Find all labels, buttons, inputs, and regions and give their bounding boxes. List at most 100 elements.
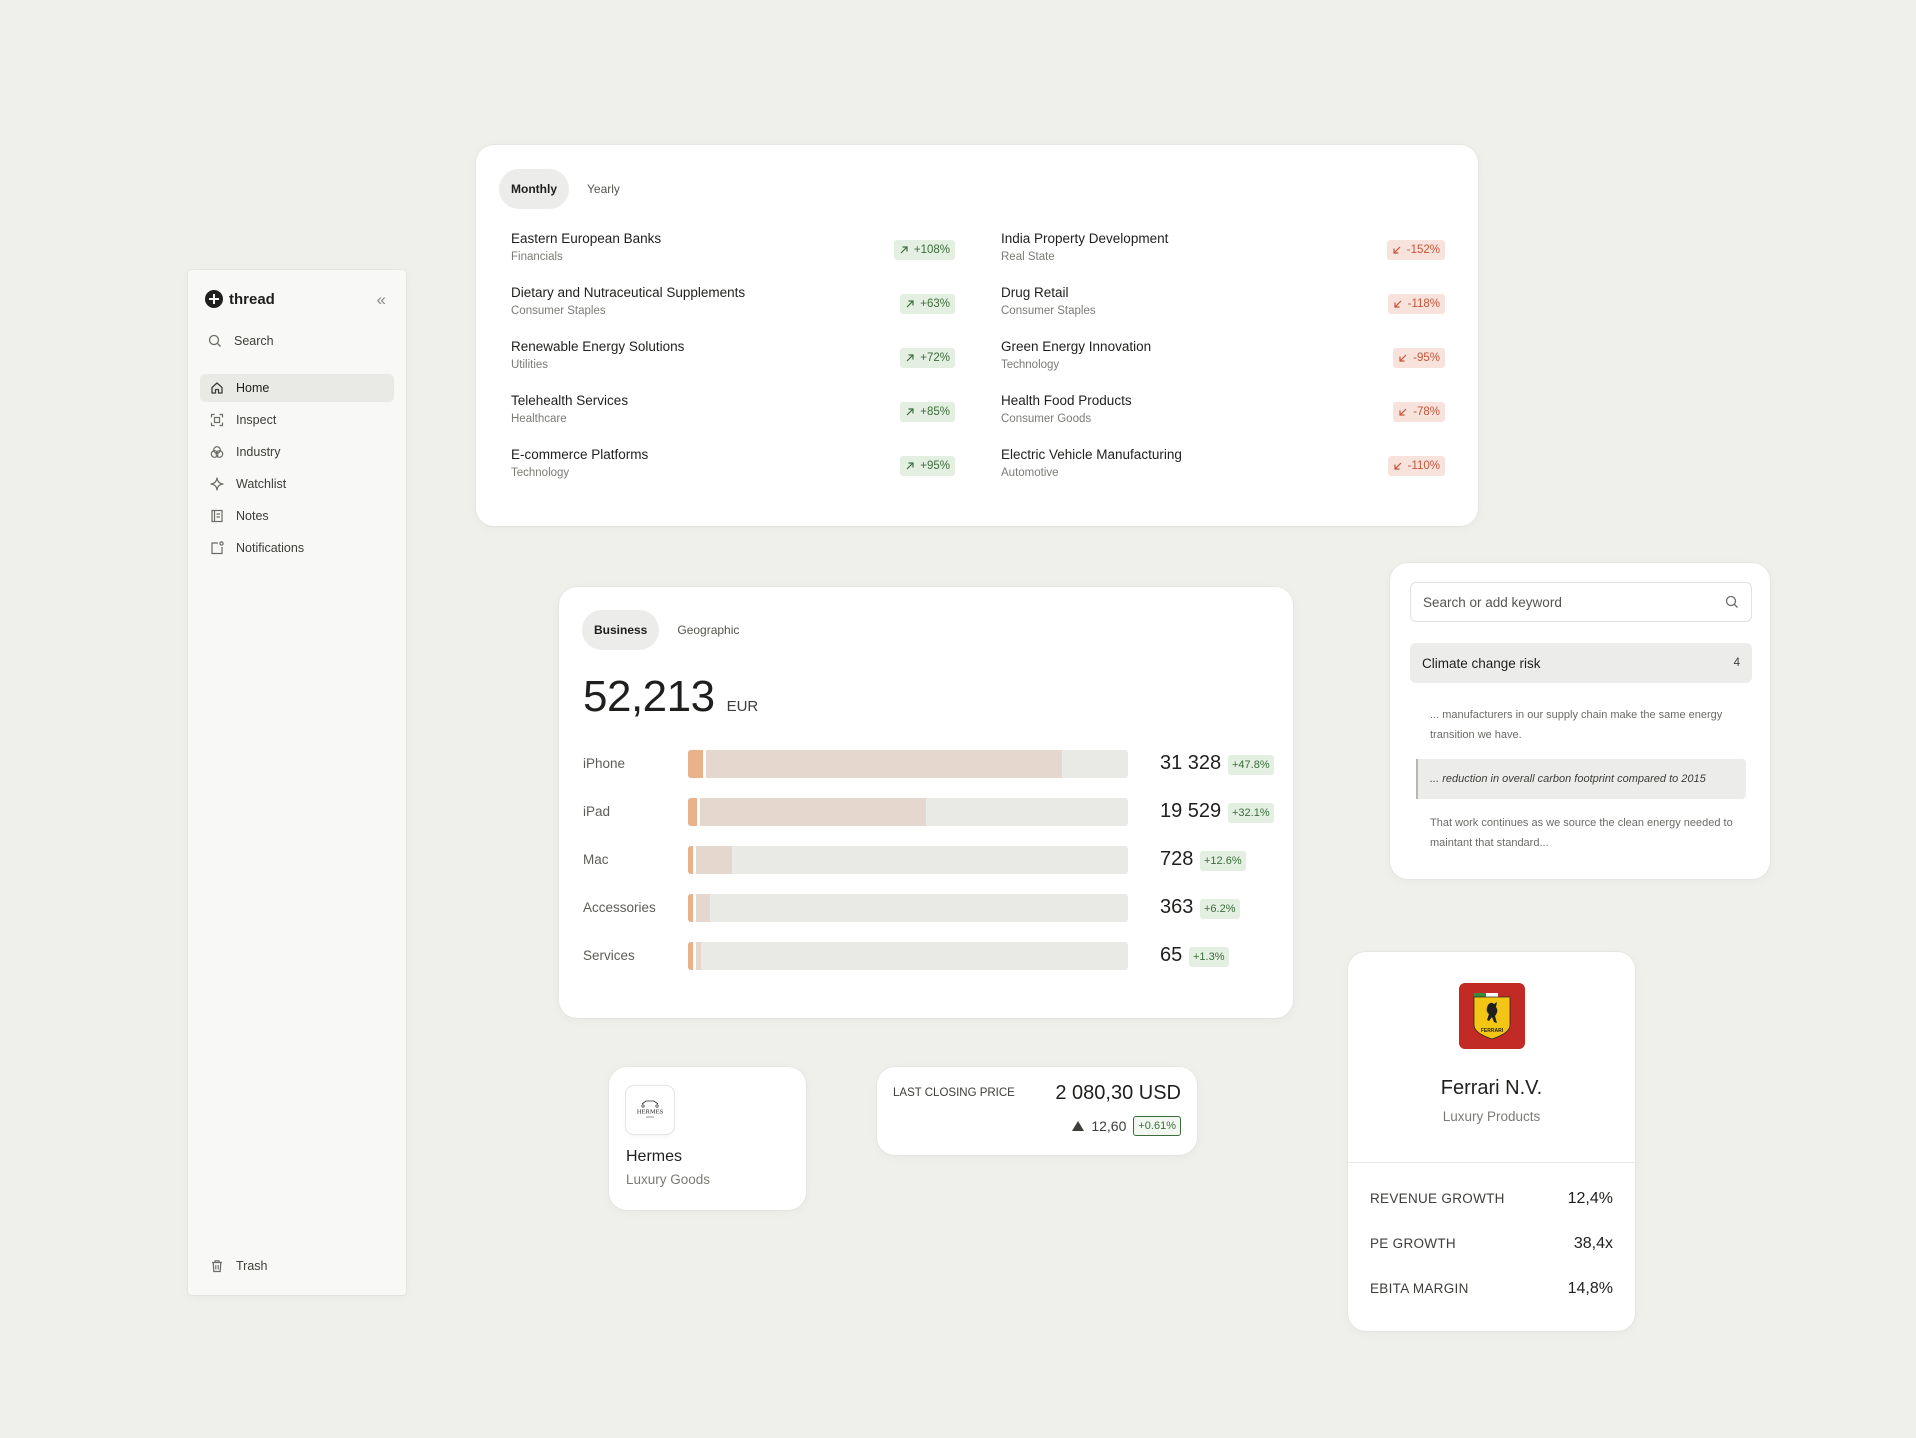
gainers-list: Eastern European Banks Financials +108% Die… xyxy=(511,231,955,501)
sidebar-item-inspect[interactable]: Inspect xyxy=(200,406,394,434)
closing-price-card: LAST CLOSING PRICE 2 080,30 USD 12,60 +0… xyxy=(877,1067,1197,1155)
revenue-bar-track xyxy=(688,750,1128,778)
trend-row[interactable]: Renewable Energy Solutions Utilities +72% xyxy=(511,339,955,393)
arrow-up-right-icon xyxy=(899,245,909,255)
trend-category: Technology xyxy=(511,467,570,479)
revenue-row[interactable]: Accessories 363 +6.2% xyxy=(583,894,1273,942)
sidebar-item-notes[interactable]: Notes xyxy=(200,502,394,530)
closing-price-change-percent: +0.61% xyxy=(1133,1116,1181,1136)
tab-geographic[interactable]: Geographic xyxy=(677,623,740,637)
trash-icon xyxy=(210,1259,224,1273)
trend-row[interactable]: India Property Development Real State -152… xyxy=(1001,231,1445,285)
trend-change-value: +85% xyxy=(920,406,950,418)
trend-name: Drug Retail xyxy=(1001,285,1069,300)
trend-row[interactable]: Drug Retail Consumer Staples -118% xyxy=(1001,285,1445,339)
revenue-row[interactable]: iPhone 31 328 +47.8% xyxy=(583,750,1274,798)
revenue-total-unit: EUR xyxy=(726,698,759,715)
sidebar-item-home[interactable]: Home xyxy=(200,374,394,402)
metric-pe-growth: PE GROWTH 38,4x xyxy=(1370,1235,1613,1280)
revenue-row-label: iPhone xyxy=(583,756,626,771)
revenue-row-value: 31 328 xyxy=(1160,752,1222,774)
tab-monthly[interactable]: Monthly xyxy=(499,169,569,209)
company-card-hermes[interactable]: HERMES Hermes Luxury Goods xyxy=(609,1067,806,1210)
search-icon xyxy=(208,334,222,348)
sidebar-search[interactable]: Search xyxy=(208,334,274,348)
revenue-row-label: Accessories xyxy=(583,900,656,915)
revenue-bar-growth xyxy=(688,894,696,922)
trend-row[interactable]: Green Energy Innovation Technology -95% xyxy=(1001,339,1445,393)
trend-row[interactable]: E-commerce Platforms Technology +95% xyxy=(511,447,955,501)
revenue-row[interactable]: iPad 19 529 +32.1% xyxy=(583,798,1274,846)
trend-change-value: +63% xyxy=(920,298,950,310)
trend-change-badge: +63% xyxy=(900,294,955,314)
sidebar-item-industry[interactable]: Industry xyxy=(200,438,394,466)
arrow-up-right-icon xyxy=(905,407,915,417)
sidebar-item-trash[interactable]: Trash xyxy=(210,1259,268,1273)
revenue-row-label: iPad xyxy=(583,804,611,819)
trend-change-badge: -110% xyxy=(1387,456,1445,476)
sidebar-item-label: Notifications xyxy=(236,541,305,555)
revenue-row-label: Services xyxy=(583,948,635,963)
trend-change-badge: -118% xyxy=(1387,294,1445,314)
keyword-snippet-highlighted[interactable]: ... reduction in overall carbon footprin… xyxy=(1416,759,1746,799)
trend-change-badge: +108% xyxy=(893,240,955,260)
trend-change-badge: +95% xyxy=(900,456,955,476)
tab-business[interactable]: Business xyxy=(582,610,660,650)
revenue-row-label: Mac xyxy=(583,852,609,867)
sidebar-item-label: Industry xyxy=(236,445,281,459)
brand[interactable]: thread xyxy=(205,290,275,308)
arrow-down-left-icon xyxy=(1392,245,1402,255)
revenue-row-value: 19 529 xyxy=(1160,800,1222,822)
sparkle-icon xyxy=(210,477,224,491)
revenue-row[interactable]: Mac 728 +12.6% xyxy=(583,846,1273,894)
trend-row[interactable]: Dietary and Nutraceutical Supplements Con… xyxy=(511,285,955,339)
search-icon[interactable] xyxy=(1725,595,1739,612)
keyword-snippet[interactable]: ... manufacturers in our supply chain ma… xyxy=(1430,709,1723,741)
keyword-topic-label: Climate change risk xyxy=(1422,655,1541,671)
sidebar-item-watchlist[interactable]: Watchlist xyxy=(200,470,394,498)
revenue-bar-growth xyxy=(688,750,706,778)
thread-logo-icon xyxy=(205,290,223,308)
keyword-topic-item[interactable]: Climate change risk 4 xyxy=(1410,643,1752,683)
trend-row[interactable]: Telehealth Services Healthcare +85% xyxy=(511,393,955,447)
tab-yearly[interactable]: Yearly xyxy=(587,182,620,196)
trend-row[interactable]: Electric Vehicle Manufacturing Automotive… xyxy=(1001,447,1445,501)
revenue-bar-growth xyxy=(688,846,696,874)
notifications-icon xyxy=(210,541,224,555)
collapse-sidebar-icon[interactable]: « xyxy=(376,290,386,309)
prancing-horse-icon: FERRARI xyxy=(1473,993,1511,1040)
metric-value: 14,8% xyxy=(1567,1280,1613,1297)
trend-row[interactable]: Health Food Products Consumer Goods -78% xyxy=(1001,393,1445,447)
ferrari-logo: FERRARI xyxy=(1459,983,1525,1049)
trend-row[interactable]: Eastern European Banks Financials +108% xyxy=(511,231,955,285)
keyword-snippet[interactable]: That work continues as we source the cle… xyxy=(1430,817,1733,849)
revenue-row[interactable]: Services 65 +1.3% xyxy=(583,942,1273,990)
trend-change-badge: -95% xyxy=(1393,348,1445,368)
keyword-topic-count: 4 xyxy=(1733,657,1740,669)
metric-revenue-growth: REVENUE GROWTH 12,4% xyxy=(1370,1190,1613,1235)
keyword-search-box[interactable] xyxy=(1410,582,1752,622)
company-category: Luxury Products xyxy=(1442,1109,1541,1124)
keyword-search-card: Climate change risk 4 ... manufacturers … xyxy=(1390,563,1770,879)
company-metrics: REVENUE GROWTH 12,4% PE GROWTH 38,4x EBI… xyxy=(1370,1190,1613,1325)
trend-change-badge: -152% xyxy=(1386,240,1445,260)
hermes-logo: HERMES xyxy=(626,1086,674,1134)
trend-name: E-commerce Platforms xyxy=(511,447,649,462)
revenue-bar-share xyxy=(688,798,926,826)
revenue-bar-track xyxy=(688,846,1128,874)
divider xyxy=(1348,1162,1635,1163)
company-card-ferrari[interactable]: FERRARI Ferrari N.V. Luxury Products REV… xyxy=(1348,952,1635,1331)
arrow-down-left-icon xyxy=(1393,461,1403,471)
revenue-bar-track xyxy=(688,894,1128,922)
period-tabs: Monthly Yearly xyxy=(499,169,632,209)
keyword-search-input[interactable] xyxy=(1423,594,1713,610)
sidebar: thread « Search Home Inspect Industry Wa… xyxy=(188,270,406,1295)
trend-change-value: +72% xyxy=(920,352,950,364)
sidebar-item-label: Watchlist xyxy=(236,477,287,491)
revenue-bar-track xyxy=(688,798,1128,826)
sidebar-nav: Home Inspect Industry Watchlist Notes No… xyxy=(200,374,394,566)
revenue-total-value: 52,213 xyxy=(583,672,715,721)
closing-price-change-value: 12,60 xyxy=(1091,1118,1127,1134)
triangle-up-icon xyxy=(1072,1121,1085,1131)
sidebar-item-notifications[interactable]: Notifications xyxy=(200,534,394,562)
